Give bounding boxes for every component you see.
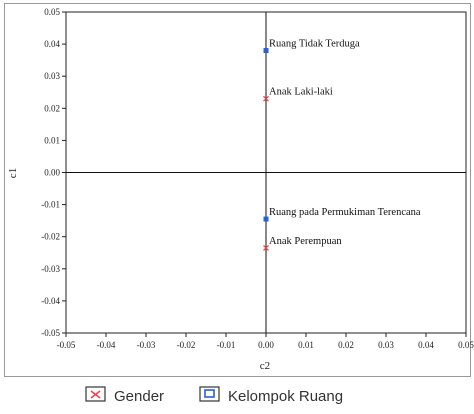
point-label: Ruang pada Permukiman Terencana [269,207,421,218]
point-label: Anak Perempuan [269,236,342,247]
figure-frame [4,3,471,377]
x-tick-label: 0.04 [418,340,434,350]
legend-x-icon [90,390,101,399]
x-tick-label: -0.01 [217,340,236,350]
y-tick-label: -0.01 [41,200,60,210]
x-tick-label: 0.05 [458,340,474,350]
point-label: Ruang Tidak Terduga [269,39,360,50]
y-tick-label: -0.05 [41,328,60,338]
y-tick-label: 0.04 [44,39,60,49]
kelompok-ruang-point-marker [263,48,269,54]
y-tick-label: 0.01 [44,135,60,145]
x-tick-label: -0.05 [57,340,76,350]
x-marker-path [263,95,269,102]
x-marker-path [263,245,269,251]
legend-label: Kelompok Ruang [228,388,343,405]
kelompok-ruang-point-marker [263,216,269,222]
x-tick-label: 0.01 [298,340,314,350]
y-tick-label: -0.04 [41,296,60,306]
y-tick-label: -0.02 [41,232,60,242]
legend-square-icon [204,389,215,398]
y-tick-label: -0.03 [41,264,60,274]
y-axis-title: c1 [7,168,19,178]
legend-label: Gender [114,388,164,405]
y-tick-label: 0.05 [44,7,60,17]
point-label: Anak Laki-laki [269,87,333,98]
x-axis-title: c2 [260,360,270,372]
x-tick-label: 0.02 [338,340,354,350]
x-tick-label: 0.00 [258,340,274,350]
gender-point-marker [263,95,269,102]
y-tick-label: 0.00 [44,168,60,178]
x-tick-label: -0.04 [97,340,116,350]
y-tick-label: 0.03 [44,71,60,81]
x-tick-label: 0.03 [378,340,394,350]
gender-point-marker [263,245,269,251]
legend: Gender Kelompok Ruang [85,386,343,405]
x-tick-label: -0.03 [137,340,156,350]
y-tick-label: 0.02 [44,103,60,113]
x-tick-label: -0.02 [177,340,196,350]
